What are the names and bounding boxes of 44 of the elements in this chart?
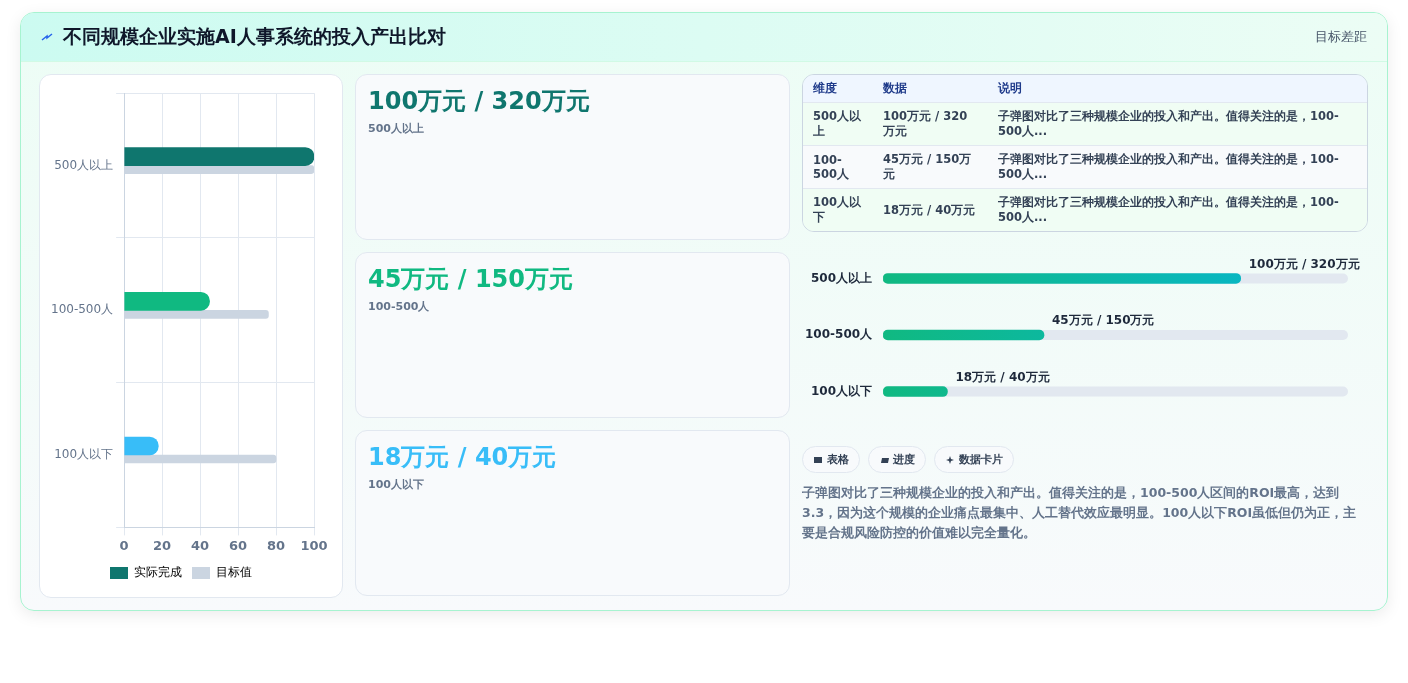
text: 子弹图对比了三种规模企业的投入和产出。值得关注的是，100-500人... <box>998 152 1339 181</box>
text: 45万元 / 150万元 <box>368 264 574 295</box>
bar <box>124 291 210 311</box>
x-tick-label: 0 <box>119 537 129 553</box>
bar <box>124 147 314 166</box>
text: 100万元 / 320万元 <box>368 86 591 117</box>
y-tick-label: 100人以下 <box>54 447 114 462</box>
category-label: 维度 <box>812 80 838 97</box>
bar <box>124 454 277 464</box>
text: 目标差距 <box>1315 28 1367 46</box>
y-tick-label: 100-500人 <box>805 327 874 342</box>
y-tick-label: 500人以上 <box>811 270 873 285</box>
bar <box>124 309 269 319</box>
x-tick-label: 80 <box>266 537 286 553</box>
y-tick-label: 100人以下 <box>811 383 873 398</box>
text: 进度 <box>893 452 915 467</box>
x-tick-label: 60 <box>229 537 248 553</box>
text: 子弹图对比了三种规模企业的投入和产出。值得关注的是，100-500人区间的ROI最高，达到3.3，因为这个规模的企业痛点最集中、人工替代效应最明显。100人以下ROI虽低但仍为正，主要是合规风险防控的价值难以完全量化。 <box>802 484 1358 542</box>
x-tick-label: 20 <box>153 537 172 553</box>
text: 表格 <box>827 452 849 467</box>
y-tick-label: 500人以上 <box>54 157 114 172</box>
x-tick-label: 40 <box>191 537 210 553</box>
legend-label: 实际完成 <box>134 565 182 580</box>
text: 100人以下 <box>368 477 425 492</box>
text: 500人以上 <box>368 121 425 136</box>
data-label: 45万元 / 150万元 <box>1052 313 1155 328</box>
category-label: 说明 <box>997 80 1023 97</box>
text: 100万元 / 320万元 <box>883 109 968 138</box>
text: 45万元 / 150万元 <box>883 152 972 181</box>
data-label: 18万元 / 40万元 <box>955 369 1050 384</box>
text: 子弹图对比了三种规模企业的投入和产出。值得关注的是，100-500人... <box>998 195 1339 224</box>
category-label: 数据 <box>882 80 908 97</box>
text: 不同规模企业实施AI人事系统的投入产出比对 <box>63 24 446 49</box>
bar <box>124 436 159 456</box>
x-tick-label: 100 <box>300 537 328 553</box>
text: 子弹图对比了三种规模企业的投入和产出。值得关注的是，100-500人... <box>998 109 1339 138</box>
y-tick-label: 100-500人 <box>51 302 114 317</box>
text: 18万元 / 40万元 <box>883 202 976 217</box>
text: 100-500人 <box>368 299 431 314</box>
data-label: 100万元 / 320万元 <box>1248 256 1360 271</box>
text: 数据卡片 <box>959 452 1003 467</box>
bar <box>124 165 314 174</box>
text: 18万元 / 40万元 <box>368 442 558 473</box>
legend-label: 目标值 <box>216 565 252 580</box>
